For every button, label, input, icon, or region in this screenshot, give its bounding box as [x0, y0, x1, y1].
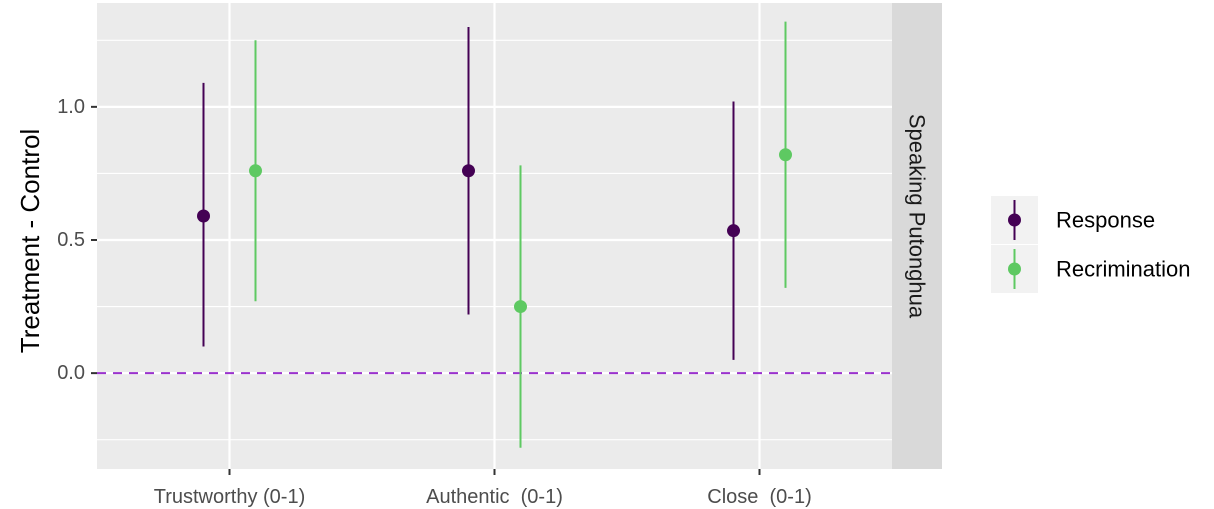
- y-axis-title: Treatment - Control: [15, 129, 45, 353]
- legend-label-recrimination: Recrimination: [1056, 257, 1191, 282]
- y-axis-tick-labels: 0.0 0.5 1.0: [57, 96, 85, 384]
- y-tick-label: 0.5: [57, 229, 85, 251]
- y-tick-label: 0.0: [57, 362, 85, 384]
- facet-strip-label: Speaking Putonghua: [905, 114, 930, 319]
- point-ranges: [197, 21, 792, 448]
- point-response: [727, 224, 740, 238]
- legend-label-response: Response: [1056, 208, 1155, 233]
- legend-key-point: [1008, 262, 1021, 276]
- point-recrimination: [779, 148, 792, 162]
- point-response: [197, 209, 210, 223]
- y-tick-label: 1.0: [57, 96, 85, 118]
- point-recrimination: [249, 164, 262, 178]
- facet-strip: [892, 3, 942, 469]
- point-recrimination: [514, 300, 527, 314]
- x-tick-label: Trustworthy (0-1): [154, 486, 306, 508]
- x-tick-label: Close (0-1): [707, 486, 811, 508]
- point-response: [462, 164, 475, 178]
- legend: Response Recrimination: [991, 196, 1191, 293]
- legend-key-point: [1008, 213, 1021, 227]
- axis-ticks: [91, 105, 761, 475]
- x-tick-label: Authentic (0-1): [426, 486, 563, 508]
- x-axis-tick-labels: Trustworthy (0-1) Authentic (0-1) Close (0…: [154, 486, 812, 508]
